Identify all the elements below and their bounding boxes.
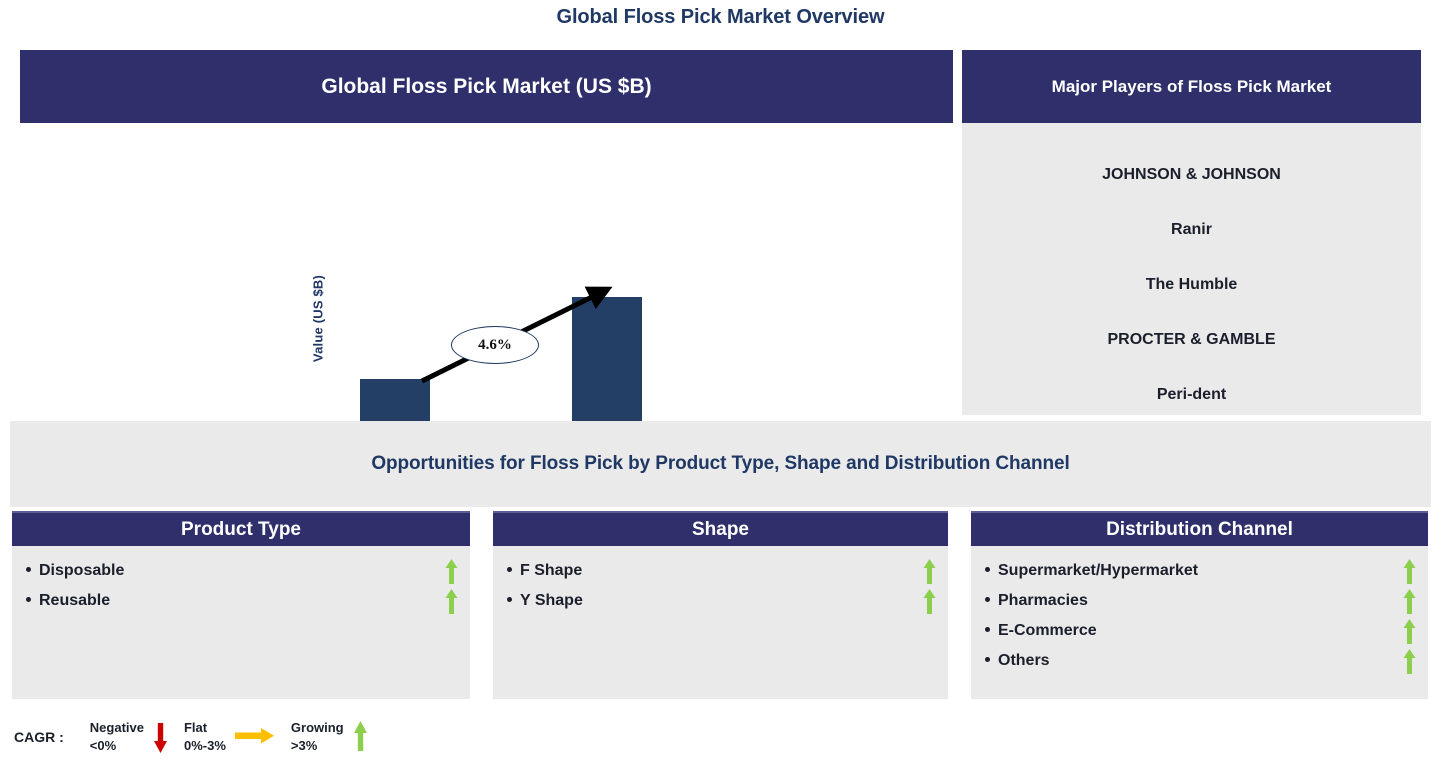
arrow-down-red-icon <box>153 723 167 753</box>
arrow-up-green-icon <box>1403 618 1416 644</box>
list-item: Others <box>981 646 1416 676</box>
cagr-legend-growing-range: >3% <box>290 738 318 753</box>
major-players-list: JOHNSON & JOHNSON Ranir The Humble PROCT… <box>962 123 1421 415</box>
arrow-up-green-icon <box>1403 558 1416 584</box>
segment-panel-distribution-channel: Distribution Channel Supermarket/Hyperma… <box>971 511 1428 701</box>
cagr-legend-negative-text: Negative <0% <box>90 719 144 754</box>
cagr-legend-item-growing: Growing >3% <box>291 719 370 754</box>
list-item: Supermarket/Hypermarket <box>981 556 1416 586</box>
list-item: Disposable <box>22 556 458 586</box>
cagr-legend-growing-text: Growing >3% <box>291 719 344 754</box>
list-item: E-Commerce <box>981 616 1416 646</box>
segment-header-distribution-channel: Distribution Channel <box>971 511 1428 546</box>
cagr-callout-bubble: 4.6% <box>451 326 539 364</box>
cagr-legend-flat-range: 0%-3% <box>183 738 226 753</box>
list-item: F Shape <box>503 556 936 586</box>
cagr-legend-growing-name: Growing <box>290 720 344 736</box>
segment-header-label: Distribution Channel <box>1106 518 1293 540</box>
segment-item-text: Y Shape <box>503 592 583 610</box>
segment-item-label: Y Shape <box>520 592 583 609</box>
list-item: JOHNSON & JOHNSON <box>1102 166 1281 183</box>
segment-panel-product-type: Product Type Disposable Reusable <box>12 511 470 701</box>
cagr-legend-flat-name: Flat <box>183 720 208 736</box>
segment-item-label: Pharmacies <box>998 592 1088 609</box>
segment-item-text: Reusable <box>22 592 110 610</box>
cagr-legend-item-flat: Flat 0%-3% <box>184 719 277 754</box>
arrow-up-green-icon <box>923 588 936 614</box>
segment-item-label: Supermarket/Hypermarket <box>998 562 1199 579</box>
bullet-icon <box>507 566 512 572</box>
segment-item-text: Disposable <box>22 562 124 580</box>
segment-header-shape: Shape <box>493 511 948 546</box>
segment-body-shape: F Shape Y Shape <box>493 546 948 699</box>
segment-item-label: Reusable <box>39 592 111 609</box>
segment-item-label: Others <box>998 652 1050 669</box>
major-players-header-label: Major Players of Floss Pick Market <box>1051 76 1332 96</box>
segment-item-label: E-Commerce <box>998 622 1097 639</box>
bullet-icon <box>985 566 990 572</box>
bullet-icon <box>985 656 990 662</box>
arrow-right-yellow-icon <box>234 728 274 744</box>
bullet-icon <box>985 626 990 632</box>
bullet-icon <box>26 596 31 602</box>
list-item: The Humble <box>1145 276 1238 293</box>
list-item: Reusable <box>22 586 458 616</box>
arrow-up-green-icon <box>923 558 936 584</box>
arrow-up-green-icon <box>1403 648 1416 674</box>
major-players-header: Major Players of Floss Pick Market <box>962 50 1421 123</box>
cagr-legend-negative-range: <0% <box>89 738 117 753</box>
list-item: Pharmacies <box>981 586 1416 616</box>
list-item: Peri-dent <box>1156 386 1227 403</box>
page-title: Global Floss Pick Market Overview <box>556 6 885 28</box>
bullet-icon <box>985 596 990 602</box>
opportunities-banner-label: Opportunities for Floss Pick by Product … <box>371 453 1070 474</box>
list-item: Y Shape <box>503 586 936 616</box>
major-players-card: Major Players of Floss Pick Market JOHNS… <box>962 50 1421 415</box>
list-item: Ranir <box>1171 221 1212 238</box>
segment-body-product-type: Disposable Reusable <box>12 546 470 699</box>
segment-header-label: Shape <box>691 518 750 540</box>
cagr-legend-negative-name: Negative <box>89 720 144 736</box>
cagr-legend: CAGR : Negative <0% Flat 0%-3% Growing >… <box>14 714 384 760</box>
market-chart-card: Global Floss Pick Market (US $B) Value (… <box>20 50 953 532</box>
arrow-up-green-icon <box>445 558 458 584</box>
arrow-up-green-icon <box>1403 588 1416 614</box>
chart-card-header-label: Global Floss Pick Market (US $B) <box>321 74 652 98</box>
cagr-legend-flat-text: Flat 0%-3% <box>184 719 226 754</box>
cagr-legend-title: CAGR : <box>14 729 64 745</box>
segment-body-distribution-channel: Supermarket/Hypermarket Pharmacies E-Com… <box>971 546 1428 699</box>
cagr-value: 4.6% <box>478 336 512 353</box>
list-item: PROCTER & GAMBLE <box>1107 331 1276 348</box>
segment-item-label: F Shape <box>520 562 583 579</box>
bullet-icon <box>507 596 512 602</box>
segment-item-text: Supermarket/Hypermarket <box>981 562 1198 580</box>
segment-item-text: Pharmacies <box>981 592 1088 610</box>
segment-item-text: F Shape <box>503 562 582 580</box>
segment-item-label: Disposable <box>39 562 125 579</box>
segment-header-product-type: Product Type <box>12 511 470 546</box>
cagr-arrow-icon <box>420 286 613 384</box>
cagr-legend-item-negative: Negative <0% <box>90 719 170 754</box>
segment-panel-shape: Shape F Shape Y Shape <box>493 511 948 701</box>
segment-item-text: Others <box>981 652 1050 670</box>
arrow-up-green-icon <box>445 588 458 614</box>
bullet-icon <box>26 566 31 572</box>
opportunities-banner: Opportunities for Floss Pick by Product … <box>10 421 1431 507</box>
segment-item-text: E-Commerce <box>981 622 1097 640</box>
arrow-up-green-icon <box>353 721 367 751</box>
segment-header-label: Product Type <box>181 518 301 540</box>
bar-chart: Value (US $B) 4.6% 2025 2031 Source : Lu… <box>20 123 953 532</box>
chart-y-axis-label: Value (US $B) <box>310 274 326 363</box>
chart-card-header: Global Floss Pick Market (US $B) <box>20 50 953 123</box>
